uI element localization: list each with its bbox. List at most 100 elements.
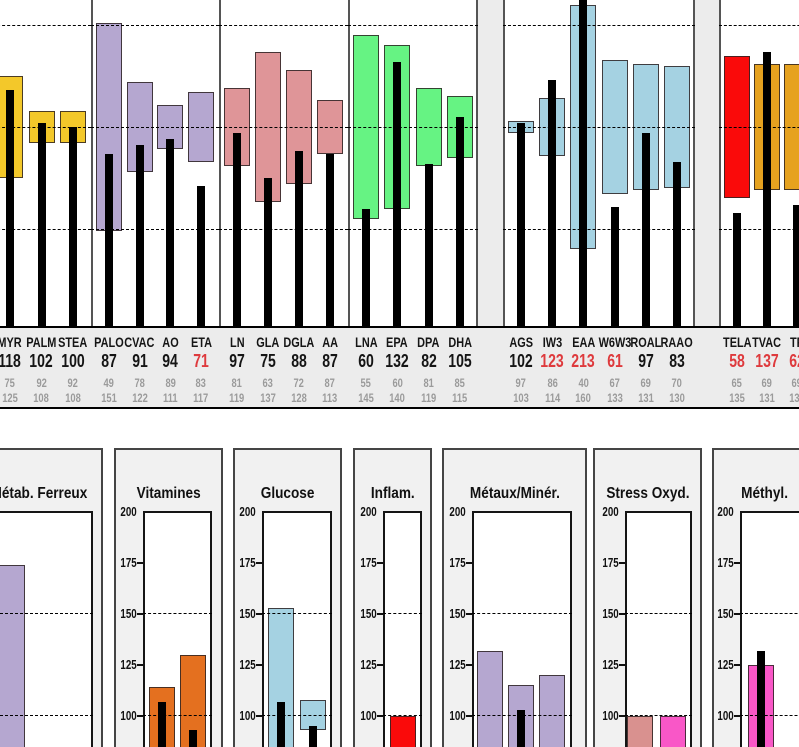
biomarker-range-max-text: 151 <box>101 391 117 405</box>
axis-tick-label-text: 200 <box>120 504 137 519</box>
biomarker-value-text: 75 <box>260 351 276 371</box>
biomarker-range-max: 131 <box>773 389 799 407</box>
summary-marker-bar <box>517 709 525 747</box>
axis-tick-label-text: 125 <box>449 657 466 672</box>
biomarker-value-text: 123 <box>540 351 564 371</box>
value-bar-tvac <box>763 51 771 327</box>
axis-tick-label: 100 <box>101 708 137 723</box>
biomarker-range-max-text: 137 <box>260 391 276 405</box>
axis-tick-label-text: 175 <box>120 555 137 570</box>
gridline-50 <box>0 228 91 230</box>
panel-title: Glucose <box>213 485 363 503</box>
axis-tick-label: 125 <box>341 657 377 672</box>
biomarker-name: ETA <box>177 334 225 352</box>
biomarker-range-max-text: 160 <box>575 391 592 405</box>
biomarker-value-text: 132 <box>385 351 410 371</box>
value-bar-ao <box>166 139 175 327</box>
biomarker-name-text: RAAO <box>660 334 694 350</box>
biomarker-value-text: 62 <box>789 351 799 371</box>
chart-baseline <box>0 326 799 328</box>
biomarker-range-max: 119 <box>405 389 453 407</box>
biomarker-name-text: TVAC <box>752 334 782 350</box>
axis-tick <box>377 715 383 717</box>
axis-tick-label-text: 150 <box>449 606 466 621</box>
axis-tick-label-text: 175 <box>360 555 377 570</box>
axis-tick-label-text: 175 <box>449 555 466 570</box>
biomarker-value: 102 <box>497 351 545 372</box>
biomarker-range-max-text: 114 <box>544 391 560 405</box>
axis-tick-label-text: 200 <box>602 504 619 519</box>
biomarker-range-max: 151 <box>85 389 133 407</box>
panel-gridline-100 <box>383 715 422 716</box>
panel-gridline-100 <box>625 715 692 716</box>
biomarker-name-text: ETA <box>190 334 212 350</box>
biomarker-value: 102 <box>18 351 66 372</box>
axis-tick <box>734 715 740 717</box>
biomarker-value: 100 <box>49 351 97 372</box>
summary-marker-bar <box>309 726 317 747</box>
value-bar-lna <box>362 208 370 327</box>
biomarker-value: 94 <box>146 351 194 372</box>
axis-tick-label: 150 <box>698 606 734 621</box>
biomarker-range-max: 130 <box>653 389 701 407</box>
axis-tick-label-text: 100 <box>717 708 734 723</box>
biomarker-value: 61 <box>591 351 639 372</box>
axis-tick-label-text: 125 <box>120 657 137 672</box>
axis-tick <box>619 613 625 615</box>
axis-tick <box>256 715 262 717</box>
axis-tick <box>466 664 472 666</box>
biomarker-value: 87 <box>85 351 133 372</box>
biomarker-range-min: 89 <box>146 374 194 392</box>
value-bar-iw3 <box>548 80 557 327</box>
value-bar-epa <box>393 61 402 327</box>
biomarker-name: PALM <box>18 334 66 352</box>
gridline-50 <box>719 228 799 230</box>
axis-tick <box>137 664 143 666</box>
axis-tick-label-text: 175 <box>602 555 619 570</box>
biomarker-name-text: DPA <box>417 334 440 350</box>
axis-tick-label: 150 <box>220 606 256 621</box>
biomarker-range-max: 137 <box>244 389 292 407</box>
biomarker-range-min-text: 49 <box>103 376 115 390</box>
value-bar-tela <box>733 212 741 327</box>
axis-tick-label: 200 <box>341 504 377 519</box>
value-bar-roal <box>641 133 650 327</box>
gridline-150 <box>91 24 219 26</box>
value-bar-dgla <box>295 151 303 327</box>
biomarker-name-text: DHA <box>448 334 472 350</box>
axis-tick <box>619 664 625 666</box>
biomarker-value-text: 83 <box>669 351 685 371</box>
axis-tick-label-text: 125 <box>602 657 619 672</box>
value-bar-w6w3 <box>610 206 619 327</box>
biomarker-range-min: 86 <box>528 374 576 392</box>
biomarker-name: W6W3 <box>591 334 639 352</box>
inner-chart <box>383 511 422 747</box>
gridline-50 <box>91 228 219 230</box>
axis-tick <box>466 613 472 615</box>
biomarker-range-max-text: 131 <box>789 391 799 405</box>
biomarker-name: CVAC <box>116 334 164 352</box>
panel-title-text: Méthyl. <box>741 485 789 502</box>
axis-tick-label: 200 <box>583 504 619 519</box>
value-bar-stea <box>69 127 77 327</box>
gridline-100 <box>719 126 799 128</box>
axis-tick-label-text: 150 <box>717 606 734 621</box>
axis-tick-label-text: 125 <box>239 657 256 672</box>
axis-tick <box>734 613 740 615</box>
biomarker-range-max-text: 145 <box>358 391 374 405</box>
biomarker-name: LN <box>213 334 261 352</box>
biomarker-value-text: 102 <box>509 351 533 371</box>
panel-title: Métaux/Minér. <box>440 485 590 503</box>
biomarker-range-min: 49 <box>85 374 133 392</box>
biomarker-range-max: 119 <box>213 389 261 407</box>
biomarker-range-min: 97 <box>497 374 545 392</box>
biomarker-range-max: 113 <box>306 389 354 407</box>
biomarker-range-max: 160 <box>559 389 607 407</box>
value-bar-palo <box>105 153 113 327</box>
axis-tick-label-text: 100 <box>602 708 619 723</box>
axis-tick-label-text: 200 <box>717 504 734 519</box>
biomarker-range-min-text: 70 <box>671 376 683 390</box>
biomarker-range-max-text: 108 <box>65 391 81 405</box>
biomarker-range-max: 131 <box>622 389 670 407</box>
axis-tick <box>137 613 143 615</box>
